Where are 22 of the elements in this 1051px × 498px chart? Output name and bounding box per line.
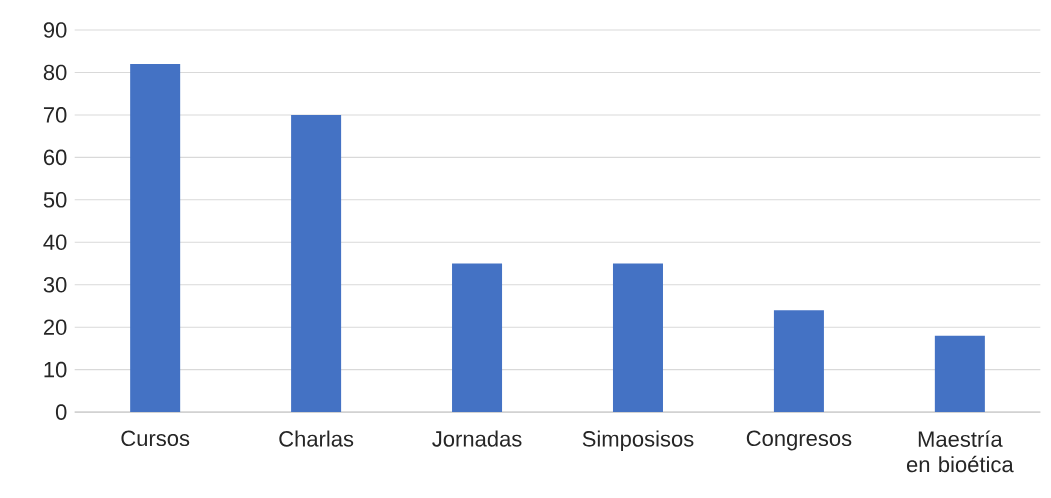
- y-tick-label: 10: [44, 361, 67, 378]
- bar: [612, 263, 663, 413]
- y-tick-label: 0: [55, 404, 67, 420]
- bar: [773, 310, 824, 413]
- x-tick-label: Jornadas: [432, 430, 522, 447]
- x-tick-label: Maestría en bioética: [906, 430, 1014, 473]
- y-tick-label: 30: [43, 276, 67, 293]
- x-tick-label: Simposisos: [582, 430, 694, 451]
- y-tick-label: 50: [43, 191, 67, 208]
- x-tick-label: Charlas: [279, 430, 354, 447]
- bar: [291, 114, 342, 413]
- x-tick-label: Congresos: [746, 430, 852, 451]
- x-tick-label: Cursos: [121, 430, 190, 447]
- bar: [934, 335, 985, 413]
- y-tick-label: 70: [43, 107, 67, 123]
- y-tick-label: 60: [43, 149, 67, 166]
- bar: [452, 263, 503, 413]
- y-tick-label: 20: [43, 319, 67, 335]
- y-tick-label: 40: [43, 234, 67, 251]
- y-tick-label: 90: [43, 22, 67, 38]
- bar: [130, 63, 181, 413]
- y-tick-label: 80: [43, 64, 67, 81]
